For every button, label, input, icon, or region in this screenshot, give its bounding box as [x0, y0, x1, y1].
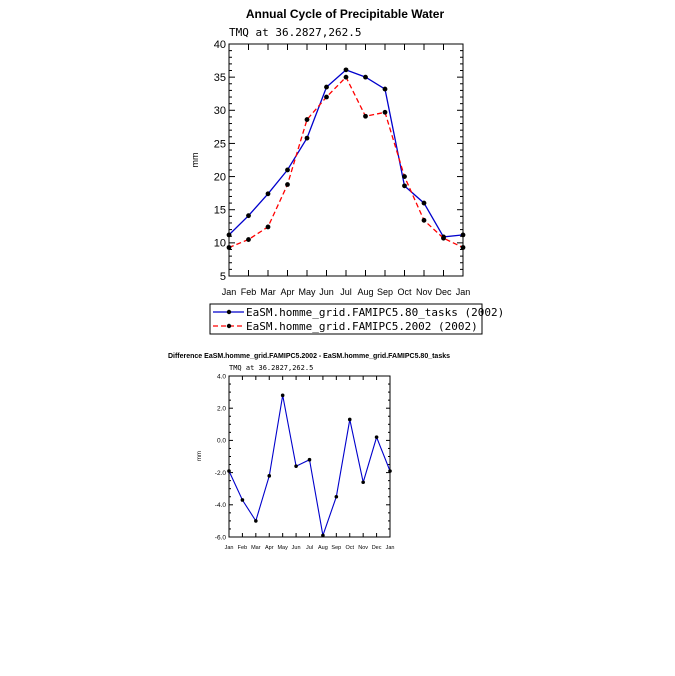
x-tick-label: Jan	[456, 287, 471, 297]
y-tick-label: 0.0	[217, 438, 226, 445]
y-axis-label: mm	[190, 153, 200, 168]
x-tick-label: Mar	[251, 545, 261, 551]
series-line-1	[228, 69, 464, 238]
x-tick-label: Feb	[241, 287, 257, 297]
x-tick-label: Oct	[345, 545, 354, 551]
y-tick-label: -6.0	[215, 534, 227, 541]
data-point	[363, 113, 368, 119]
x-tick-label: Apr	[265, 545, 274, 551]
y-tick-label: 20	[214, 171, 226, 183]
chart-title: Difference EaSM.homme_grid.FAMIPC5.2002 …	[168, 353, 450, 360]
x-tick-label: Dec	[372, 545, 382, 551]
y-tick-label: 15	[214, 205, 226, 217]
legend-marker-series-2	[226, 323, 232, 329]
data-point	[226, 245, 232, 250]
chart-annual-cycle: Annual Cycle of Precipitable Water TMQ a…	[190, 7, 504, 335]
data-point	[265, 224, 271, 230]
legend-label-series-1: EaSM.homme_grid.FAMIPC5.80_tasks (2002)	[246, 306, 504, 319]
x-tick-label: May	[298, 287, 316, 297]
x-tick-label: Sep	[331, 545, 341, 551]
legend-label-series-2: EaSM.homme_grid.FAMIPC5.2002 (2002)	[246, 320, 478, 333]
data-point	[421, 217, 427, 223]
data-point	[343, 67, 349, 73]
data-point	[334, 494, 339, 499]
data-point	[254, 519, 258, 523]
data-point	[361, 480, 365, 485]
data-point	[460, 245, 466, 250]
x-tick-label: Nov	[358, 545, 368, 551]
data-point	[402, 174, 407, 179]
y-tick-label: -4.0	[215, 502, 227, 509]
data-point	[267, 474, 272, 478]
chart-difference: Difference EaSM.homme_grid.FAMIPC5.2002 …	[168, 353, 450, 551]
x-tick-label: Jan	[222, 287, 237, 297]
legend: EaSM.homme_grid.FAMIPC5.80_tasks (2002) …	[209, 303, 504, 335]
data-point	[294, 464, 298, 468]
x-tick-label: Oct	[397, 287, 412, 297]
x-tick-label: Nov	[416, 287, 433, 297]
data-point	[421, 200, 427, 206]
series-line-1	[228, 395, 391, 538]
x-tick-label: May	[277, 545, 288, 551]
data-point	[227, 469, 231, 473]
data-point	[307, 457, 312, 462]
legend-box	[209, 303, 483, 335]
x-tick-label: Sep	[377, 287, 393, 297]
data-point	[324, 84, 329, 90]
data-point	[321, 533, 325, 538]
data-point	[246, 213, 251, 219]
y-tick-label: 4.0	[217, 373, 226, 380]
legend-marker-series-1	[226, 309, 232, 315]
data-point	[246, 237, 251, 242]
data-point	[363, 74, 368, 80]
y-tick-label: 2.0	[217, 405, 226, 412]
y-tick-label: 35	[214, 72, 226, 84]
y-tick-label: 40	[214, 39, 226, 51]
data-point	[343, 74, 349, 80]
plot-frame	[228, 375, 391, 538]
y-tick-label: 5	[220, 271, 226, 283]
data-point	[280, 393, 285, 398]
x-tick-label: Mar	[260, 287, 276, 297]
y-tick-label: -2.0	[215, 470, 227, 477]
x-tick-label: Dec	[435, 287, 452, 297]
data-point	[374, 435, 379, 439]
x-tick-label: Jul	[306, 545, 313, 551]
data-point	[324, 94, 329, 100]
chart-subtitle: TMQ at 36.2827,262.5	[229, 364, 313, 372]
chart-subtitle: TMQ at 36.2827,262.5	[229, 26, 361, 39]
x-tick-label: Aug	[357, 287, 373, 297]
data-point	[285, 182, 290, 187]
data-point	[382, 109, 388, 115]
data-point	[285, 167, 290, 173]
chart-title: Annual Cycle of Precipitable Water	[246, 7, 445, 21]
data-point	[240, 498, 245, 502]
data-point	[460, 232, 466, 238]
data-point	[226, 232, 232, 238]
data-point	[382, 86, 388, 92]
data-point	[265, 191, 271, 197]
x-tick-label: Apr	[280, 287, 294, 297]
data-point	[441, 235, 446, 241]
data-point	[304, 135, 310, 141]
x-tick-label: Jan	[386, 545, 395, 551]
series-line-2	[228, 75, 464, 249]
y-tick-label: 10	[214, 238, 226, 250]
y-tick-label: 30	[214, 105, 226, 117]
x-tick-label: Jun	[319, 287, 334, 297]
x-tick-label: Jul	[340, 287, 352, 297]
data-point	[347, 417, 352, 422]
y-tick-label: 25	[214, 138, 226, 150]
x-tick-label: Aug	[318, 545, 328, 551]
x-tick-label: Jan	[225, 545, 234, 551]
x-tick-label: Feb	[238, 545, 247, 551]
data-point	[402, 183, 407, 189]
x-tick-label: Jun	[292, 545, 301, 551]
data-point	[388, 469, 392, 473]
data-point	[304, 117, 310, 122]
y-axis-label: mm	[197, 451, 203, 461]
